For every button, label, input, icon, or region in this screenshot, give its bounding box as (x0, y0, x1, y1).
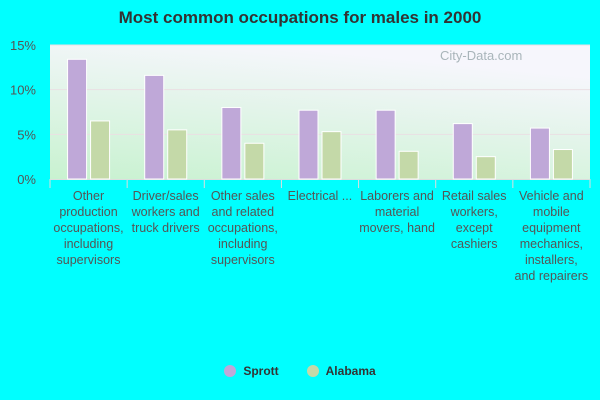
bar-sprott (375, 109, 396, 180)
watermark: City-Data.com (440, 48, 523, 63)
y-tick-label: 5% (17, 127, 36, 142)
y-tick-label: 0% (17, 172, 36, 187)
x-tick-label: Retail sales workers, except cashiers (441, 189, 507, 251)
legend-swatch (306, 365, 319, 377)
legend-label: Alabama (325, 364, 376, 378)
x-tick-label: Other sales and related occupations, inc… (207, 189, 278, 267)
bar-alabama (167, 129, 188, 180)
legend-item: Sprott (224, 364, 279, 378)
bar-alabama (552, 149, 573, 180)
bar-alabama (475, 156, 496, 180)
plot-background (50, 45, 590, 179)
bar-sprott (221, 107, 242, 180)
legend-item: Alabama (306, 364, 376, 378)
chart-title: Most common occupations for males in 200… (118, 8, 482, 27)
bar-sprott (529, 127, 550, 180)
y-tick-label: 15% (10, 38, 36, 53)
x-tick-label: Vehicle and mobile equipment mechanics, … (514, 189, 589, 283)
bar-alabama (244, 142, 265, 180)
bar-sprott (144, 74, 165, 180)
legend-swatch (224, 365, 237, 377)
bar-alabama (321, 131, 342, 180)
legend-label: Sprott (243, 364, 279, 378)
bar-alabama (398, 150, 419, 180)
x-tick-label: Laborers and material movers, hand (359, 189, 435, 235)
x-tick-label: Other production occupations, including … (53, 189, 124, 267)
y-tick-label: 10% (10, 83, 36, 98)
bar-sprott (298, 109, 319, 180)
bar-alabama (90, 120, 111, 180)
x-tick-label: Driver/sales workers and truck drivers (131, 189, 200, 235)
bar-sprott (452, 123, 473, 180)
x-tick-label: Electrical ... (287, 189, 353, 203)
bar-sprott (67, 58, 88, 180)
